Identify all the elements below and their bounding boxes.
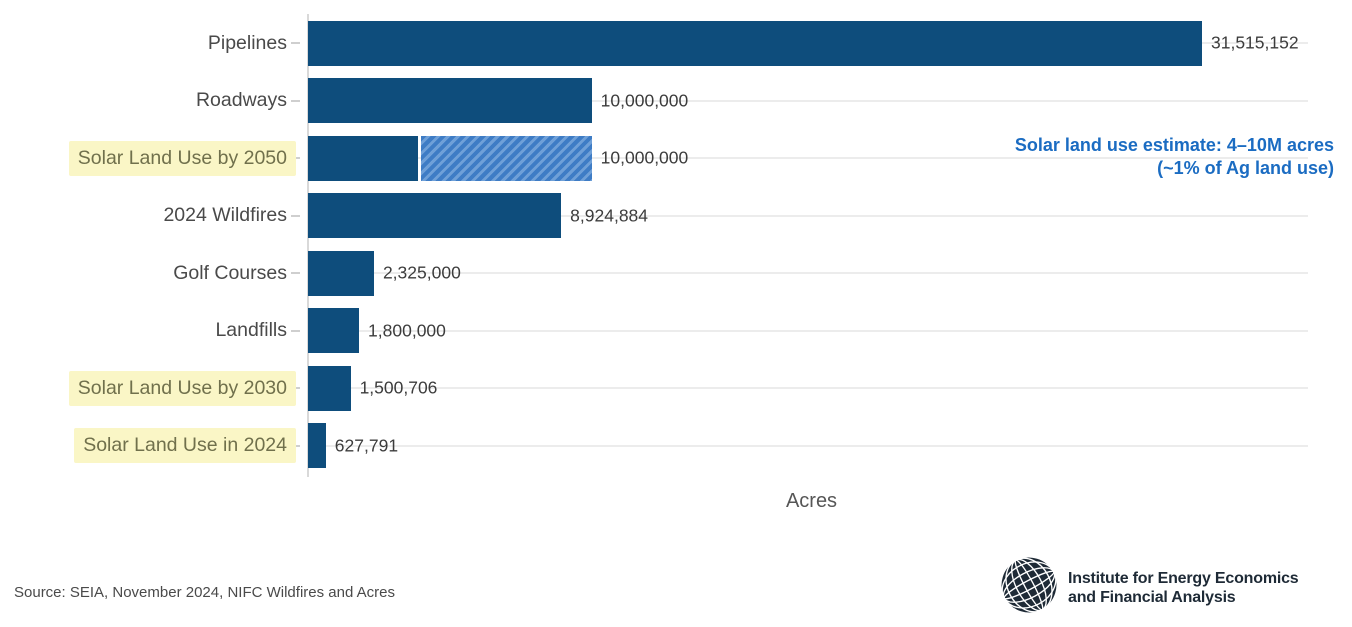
source-note: Source: SEIA, November 2024, NIFC Wildfi…: [14, 584, 395, 601]
ieefa-logo: Institute for Energy Economics and Finan…: [998, 554, 1299, 621]
category-label-text: 2024 Wildfires: [163, 204, 287, 226]
gridline: [308, 387, 1308, 389]
solar-estimate-annotation: Solar land use estimate: 4–10M acres (~1…: [1015, 134, 1334, 180]
x-axis-label: Acres: [785, 490, 838, 512]
value-label: 1,800,000: [368, 320, 446, 340]
category-label-text: Solar Land Use in 2024: [74, 428, 296, 463]
bar-estimate-hatched-segment: [421, 135, 592, 181]
category-label-text: Landfills: [215, 319, 287, 341]
value-label: 31,515,152: [1211, 32, 1299, 53]
logo-text-line-1: Institute for Energy Economics: [1068, 569, 1299, 587]
gridline: [308, 99, 1308, 102]
axis-tick: [291, 272, 300, 274]
globe-icon: [998, 554, 1060, 621]
bar-solid-segment: [308, 135, 419, 181]
bar: [308, 193, 562, 238]
category-label-text: Pipelines: [207, 31, 287, 54]
value-label: 627,791: [334, 435, 399, 455]
gridline: [308, 214, 1308, 217]
bar: [308, 308, 360, 353]
bar: [308, 365, 351, 411]
category-label-text: Solar Land Use by 2030: [68, 370, 296, 406]
axis-tick: [291, 329, 300, 332]
logo-text: Institute for Energy Economics and Finan…: [1068, 569, 1299, 607]
logo-text-line-2: and Financial Analysis: [1068, 588, 1236, 606]
bar: [308, 20, 1202, 66]
annotation-line-1: Solar land use estimate: 4–10M acres: [1014, 135, 1334, 155]
gridline: [308, 157, 1308, 159]
annotation-line-2: (~1% of Ag land use): [1157, 158, 1334, 178]
bar: [308, 250, 374, 296]
category-label: Golf Courses: [0, 251, 296, 296]
axis-tick: [291, 214, 300, 217]
value-label: 2,325,000: [382, 262, 461, 283]
value-label: 1,500,706: [359, 377, 438, 398]
value-label: 8,924,884: [570, 205, 649, 225]
category-label-text: Solar Land Use by 2050: [68, 140, 296, 176]
gridline: [308, 329, 1308, 332]
value-label: 10,000,000: [600, 147, 689, 168]
category-label: Roadways: [0, 78, 296, 123]
category-label-text: Golf Courses: [173, 261, 287, 284]
axis-tick: [291, 99, 300, 102]
category-label: 2024 Wildfires: [0, 193, 296, 238]
category-label: Solar Land Use by 2050: [0, 136, 296, 181]
category-label: Solar Land Use by 2030: [0, 366, 296, 411]
gridline: [308, 272, 1308, 274]
category-label-text: Roadways: [195, 89, 287, 111]
category-label: Pipelines: [0, 21, 296, 66]
category-label: Landfills: [0, 308, 296, 353]
category-label: Solar Land Use in 2024: [0, 423, 296, 468]
value-label: 10,000,000: [600, 90, 689, 110]
bar: [308, 423, 326, 468]
axis-tick: [291, 42, 300, 44]
gridline: [308, 444, 1308, 447]
y-axis-line: [307, 14, 309, 477]
bar: [308, 78, 592, 123]
